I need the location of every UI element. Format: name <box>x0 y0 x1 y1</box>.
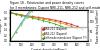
X-axis label: Current density (mA/cm²): Current density (mA/cm²) <box>31 48 67 50</box>
Text: Figure 18 - Polarization and power density curves
for 3 membranes: Dupont NRE-21: Figure 18 - Polarization and power densi… <box>10 1 100 10</box>
Legend: NRE-211 (Dupont), NRE-212 (Dupont), Self-made membrane (Dupont ??): NRE-211 (Dupont), NRE-212 (Dupont), Self… <box>41 27 88 40</box>
Y-axis label: Voltage (V): Voltage (V) <box>0 18 3 33</box>
Y-axis label: Power density (mW/cm²): Power density (mW/cm²) <box>96 8 100 43</box>
